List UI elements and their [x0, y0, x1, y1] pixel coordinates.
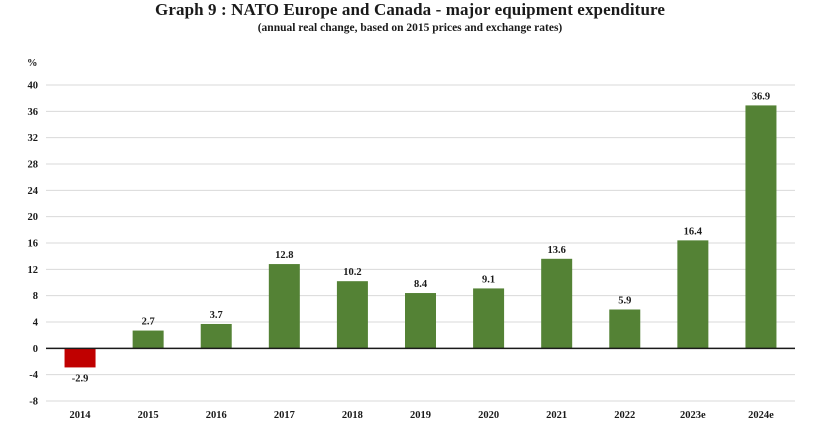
y-tick-label: 36: [28, 107, 39, 118]
x-tick-label: 2016: [206, 410, 227, 421]
y-tick-label: 28: [28, 160, 39, 171]
bars: [64, 105, 777, 368]
bar-2022: [609, 309, 641, 349]
data-label: -2.9: [72, 373, 89, 384]
x-tick-label: 2024e: [748, 410, 774, 421]
data-label: 2.7: [142, 317, 155, 328]
x-tick-label: 2023e: [680, 410, 706, 421]
bar-2023e: [677, 240, 709, 349]
y-tick-label: -8: [29, 397, 38, 408]
x-tick-label: 2021: [546, 410, 567, 421]
x-tick-label: 2019: [410, 410, 431, 421]
y-tick-label: 40: [28, 81, 39, 92]
data-label: 13.6: [547, 245, 565, 256]
y-tick-label: 24: [28, 186, 39, 197]
x-tick-label: 2015: [138, 410, 159, 421]
x-axis-ticks: 2014 2015 2016 2017 2018 2019 2020 2021 2022 2023…: [70, 410, 775, 421]
bar-2017: [268, 264, 300, 349]
x-tick-label: 2020: [478, 410, 499, 421]
bar-2014: [64, 348, 96, 368]
bar-2019: [405, 293, 436, 349]
data-label: 9.1: [482, 274, 495, 285]
bar-2021: [541, 258, 573, 349]
data-label: 12.8: [275, 250, 293, 261]
x-tick-label: 2017: [274, 410, 295, 421]
x-tick-label: 2014: [70, 410, 92, 421]
y-tick-label: -4: [29, 370, 38, 381]
data-label: 5.9: [618, 295, 631, 306]
y-tick-label: 20: [28, 212, 39, 223]
data-labels: -2.9 2.7 3.7 12.8 10.2 8.4 9.1 13.6 5.9 16.4 36.9: [72, 91, 770, 384]
bar-2020: [473, 288, 505, 349]
chart-subtitle: (annual real change, based on 2015 price…: [257, 22, 563, 34]
bar-2018: [336, 281, 368, 349]
data-label: 3.7: [210, 310, 223, 321]
y-tick-label: 32: [28, 133, 39, 144]
y-tick-label: 8: [33, 291, 38, 302]
bar-2016: [200, 323, 232, 349]
y-tick-label: 16: [28, 239, 39, 250]
chart-title: Graph 9 : NATO Europe and Canada - major…: [155, 0, 665, 19]
bar-2015: [132, 330, 164, 349]
data-label: 16.4: [684, 226, 703, 237]
bar-2024e: [745, 105, 777, 349]
y-tick-label: 4: [33, 318, 39, 329]
y-tick-label: 0: [33, 344, 38, 355]
x-tick-label: 2022: [614, 410, 635, 421]
y-axis-label: %: [27, 58, 38, 69]
data-label: 36.9: [752, 91, 770, 102]
data-label: 10.2: [343, 267, 361, 278]
y-tick-label: 12: [28, 265, 39, 276]
x-tick-label: 2018: [342, 410, 363, 421]
data-label: 8.4: [414, 279, 428, 290]
